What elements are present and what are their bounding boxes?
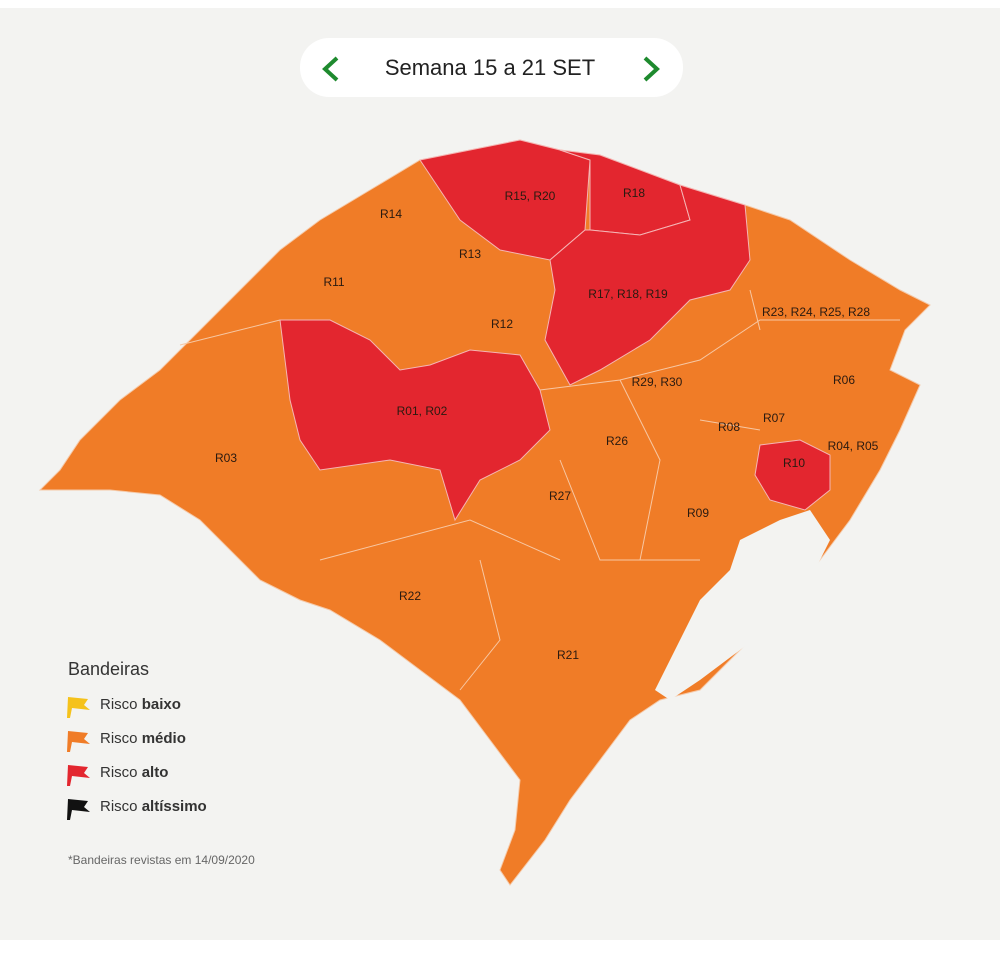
region-label: R11 bbox=[323, 275, 344, 289]
region-labels: R15, R20 R18 R17, R18, R19 R01, R02 R10 … bbox=[215, 186, 879, 662]
footnote: *Bandeiras revistas em 14/09/2020 bbox=[68, 853, 255, 867]
region-borders bbox=[179, 289, 900, 691]
week-selector bbox=[300, 38, 683, 97]
region-label: R03 bbox=[215, 451, 237, 465]
region-label: R04, R05 bbox=[828, 439, 879, 453]
legend-flag bbox=[67, 765, 90, 786]
region-label: R08 bbox=[718, 420, 740, 434]
legend-prefix: Risco bbox=[100, 798, 138, 815]
region-label: R14 bbox=[380, 207, 402, 221]
legend-level: alto bbox=[142, 764, 169, 781]
region-label: R13 bbox=[459, 247, 481, 261]
legend-label: Risco alto bbox=[100, 764, 168, 781]
legend-level: altíssimo bbox=[142, 798, 207, 815]
legend-label: Risco baixo bbox=[100, 696, 181, 713]
region-label: R29, R30 bbox=[632, 375, 683, 389]
legend-level: médio bbox=[142, 730, 186, 747]
region-area bbox=[279, 319, 551, 522]
region-label: R10 bbox=[783, 456, 805, 470]
state-outline bbox=[38, 139, 931, 886]
legend-flag bbox=[67, 697, 90, 718]
region-label: R06 bbox=[833, 373, 855, 387]
week-title: Semana 15 a 21 SET bbox=[385, 55, 595, 80]
legend-label: Risco altíssimo bbox=[100, 798, 207, 815]
region-label: R09 bbox=[687, 506, 709, 520]
region-label: R15, R20 bbox=[505, 189, 556, 203]
legend-label: Risco médio bbox=[100, 730, 186, 747]
region-label: R07 bbox=[763, 411, 785, 425]
region-label: R23, R24, R25, R28 bbox=[762, 305, 870, 319]
region-label: R01, R02 bbox=[397, 404, 448, 418]
region-label: R27 bbox=[549, 489, 571, 503]
legend-flag bbox=[67, 799, 90, 820]
next-week[interactable] bbox=[643, 56, 660, 82]
legend-level: baixo bbox=[142, 696, 181, 713]
region-area bbox=[754, 439, 831, 511]
legend-prefix: Risco bbox=[100, 696, 138, 713]
region-label: R22 bbox=[399, 589, 421, 603]
legend-prefix: Risco bbox=[100, 764, 138, 781]
lagoon bbox=[655, 510, 830, 700]
legend-prefix: Risco bbox=[100, 730, 138, 747]
region-label: R26 bbox=[606, 434, 628, 448]
region-label: R12 bbox=[491, 317, 513, 331]
legend-flag bbox=[67, 731, 90, 752]
region-label: R18 bbox=[623, 186, 645, 200]
region-label: R17, R18, R19 bbox=[588, 287, 668, 301]
region-label: R21 bbox=[557, 648, 579, 662]
region-area bbox=[544, 184, 751, 386]
prev-week[interactable] bbox=[322, 56, 339, 82]
legend-title: Bandeiras bbox=[68, 659, 149, 679]
